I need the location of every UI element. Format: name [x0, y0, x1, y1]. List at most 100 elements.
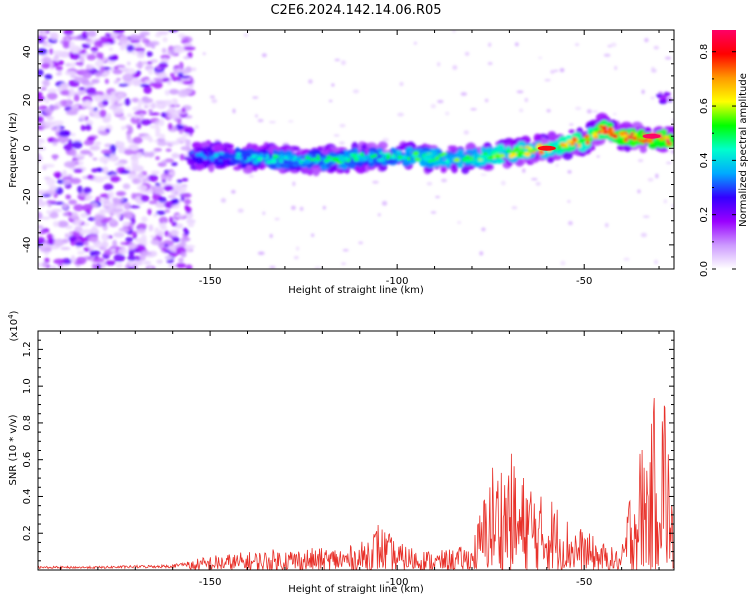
- heatmap-noise-blob: [148, 112, 160, 116]
- heatmap-noise-blob: [154, 33, 162, 38]
- colorbar-tick-label: 0.6: [699, 98, 710, 114]
- heatmap-speckle: [352, 89, 360, 94]
- heatmap-track-band: [195, 147, 202, 153]
- heatmap-track-band: [337, 164, 346, 169]
- heatmap-track-band: [465, 149, 474, 155]
- heatmap-track-core: [319, 156, 326, 161]
- heatmap-speckle: [437, 62, 441, 67]
- heatmap-track-band: [616, 140, 627, 146]
- heatmap-track-core: [519, 150, 526, 155]
- heatmap-noise-blob: [115, 262, 123, 269]
- heatmap-noise-blob: [38, 225, 44, 229]
- heatmap-noise-blob: [96, 51, 102, 59]
- heatmap-noise-blob: [174, 214, 185, 218]
- heatmap-track-core: [287, 154, 295, 160]
- heatmap-track-core: [338, 158, 345, 162]
- heatmap-noise-blob: [180, 251, 187, 258]
- heatmap-track-band: [353, 148, 359, 155]
- heatmap-noise-blob: [148, 109, 153, 113]
- heatmap-track-halo: [360, 144, 369, 150]
- heatmap-track-halo: [547, 131, 557, 141]
- heatmap-noise-blob: [62, 202, 68, 210]
- heatmap-noise-blob: [113, 30, 125, 34]
- heatmap-speckle: [559, 67, 565, 73]
- heatmap-track-core: [439, 156, 444, 161]
- heatmap-track-core: [305, 155, 310, 161]
- heatmap-noise-blob: [93, 94, 103, 102]
- heatmap-noise-blob: [68, 199, 78, 205]
- heatmap-noise-blob: [75, 241, 84, 247]
- heatmap-track-core: [524, 151, 531, 157]
- colorbar-tick-label: 0.2: [699, 207, 710, 223]
- heatmap-noise-blob: [68, 235, 77, 242]
- y-tick-label: 40: [22, 45, 33, 58]
- heatmap-noise-blob: [38, 190, 48, 195]
- heatmap-track-band: [325, 163, 332, 168]
- heatmap-noise-blob: [116, 210, 121, 219]
- heatmap-track-band: [565, 134, 573, 141]
- heatmap-track-band: [405, 146, 413, 153]
- heatmap-speckle: [604, 222, 609, 228]
- heatmap-track-core: [518, 147, 525, 151]
- heatmap-track-core: [361, 156, 368, 162]
- heatmap-noise-blob: [112, 197, 120, 203]
- heatmap-noise-blob: [94, 72, 102, 77]
- heatmap-speckle: [574, 106, 582, 111]
- heatmap-noise-blob: [92, 257, 105, 263]
- heatmap-speckle: [430, 103, 437, 109]
- heatmap-speckle: [457, 220, 462, 224]
- heatmap-speckle: [470, 108, 477, 111]
- heatmap-track-core: [383, 152, 388, 157]
- heatmap-noise-blob: [129, 40, 141, 44]
- heatmap-noise-blob: [159, 118, 165, 127]
- heatmap-noise-blob: [125, 213, 133, 219]
- heatmap-noise-blob: [168, 30, 179, 33]
- heatmap-noise-blob: [143, 260, 152, 265]
- heatmap-noise-blob: [62, 176, 72, 180]
- heatmap-noise-blob: [147, 266, 153, 269]
- heatmap-noise-blob: [65, 110, 78, 116]
- heatmap-noise-blob: [82, 203, 93, 212]
- heatmap-track-band: [555, 150, 563, 156]
- heatmap-track-halo: [663, 126, 674, 131]
- heatmap-noise-blob: [49, 48, 54, 55]
- heatmap-noise-blob: [46, 92, 58, 100]
- heatmap-noise-blob: [70, 61, 76, 70]
- heatmap-speckle: [441, 178, 448, 183]
- heatmap-speckle: [237, 208, 244, 213]
- colorbar-gradient: [712, 30, 736, 269]
- heatmap-speckle: [569, 123, 574, 126]
- figure-title: C2E6.2024.142.14.06.R05: [270, 3, 441, 18]
- heatmap-track-core: [566, 139, 574, 143]
- heatmap-noise-blob: [122, 73, 134, 82]
- heatmap-track-halo: [208, 163, 215, 173]
- heatmap-noise-blob: [90, 46, 99, 52]
- heatmap-track-halo: [355, 165, 367, 174]
- heatmap-noise-blob: [172, 237, 181, 243]
- heatmap-noise-blob: [41, 62, 51, 69]
- heatmap-noise-blob: [133, 47, 146, 51]
- heatmap-noise-blob: [100, 209, 108, 213]
- heatmap-track-core: [213, 153, 219, 157]
- heatmap-noise-blob: [93, 214, 105, 221]
- heatmap-noise-blob: [142, 177, 147, 184]
- heatmap-noise-blob: [99, 198, 110, 202]
- heatmap-noise-blob: [167, 122, 173, 130]
- heatmap-noise-blob: [143, 97, 154, 104]
- heatmap-speckle: [290, 205, 296, 211]
- heatmap-noise-blob: [128, 249, 135, 257]
- heatmap-speckle: [519, 108, 524, 113]
- heatmap-noise-blob: [133, 115, 139, 119]
- heatmap-track-band: [228, 153, 238, 160]
- heatmap-speckle: [314, 266, 321, 269]
- heatmap-track-core: [412, 150, 420, 156]
- x-tick-label: -50: [576, 577, 592, 588]
- heatmap-noise-blob: [131, 178, 142, 185]
- heatmap-track-band: [505, 146, 512, 151]
- heatmap-speckle: [651, 66, 655, 71]
- heatmap-noise-blob: [175, 262, 186, 269]
- heatmap-noise-blob: [108, 190, 115, 199]
- heatmap-speckle: [614, 65, 618, 71]
- heatmap-track-band: [464, 161, 472, 167]
- spectrogram-y-axis-title: Frequency (Hz): [8, 112, 19, 188]
